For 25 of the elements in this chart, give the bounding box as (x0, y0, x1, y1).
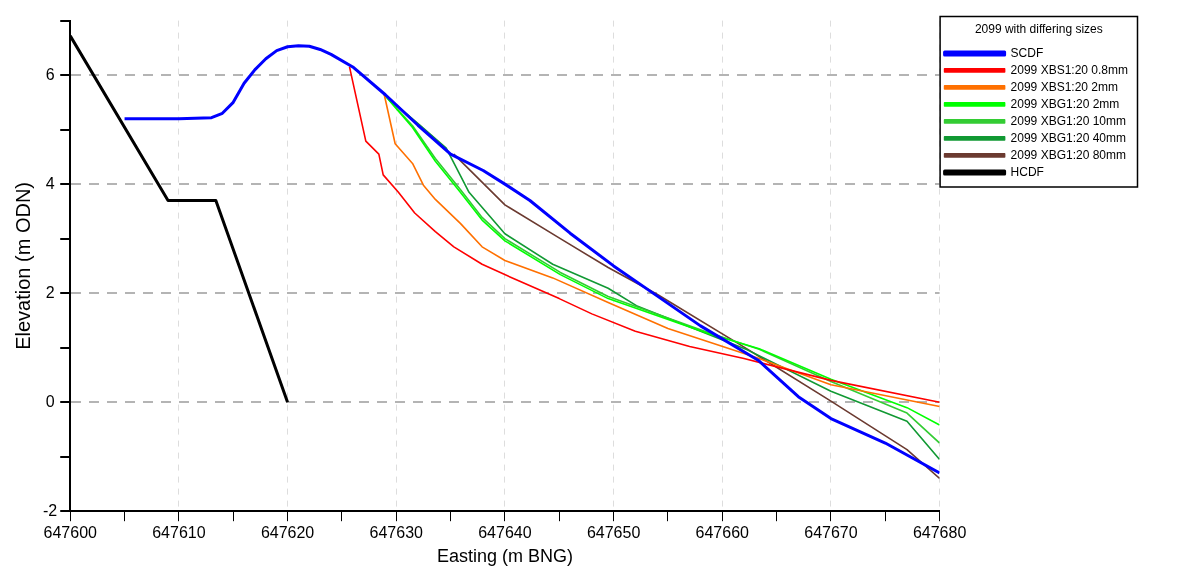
legend-label: 2099 XBG1:20 10mm (1010, 113, 1126, 128)
x-tick-label: 647610 (152, 524, 206, 542)
x-tick-label: 647630 (369, 524, 424, 542)
y-tick-label: 4 (45, 174, 55, 192)
legend-label: 2099 XBS1:20 2mm (1010, 79, 1118, 94)
y-axis-title: Elevation (m ODN) (11, 181, 34, 350)
legend-label: 2099 XBS1:20 0.8mm (1010, 62, 1128, 77)
y-tick-label: -2 (43, 501, 58, 519)
y-tick-label: 0 (45, 392, 55, 410)
legend-label: HCDF (1010, 164, 1044, 179)
y-tick-label: 6 (45, 65, 55, 83)
legend-label: SCDF (1010, 45, 1044, 60)
x-tick-label: 647650 (586, 524, 641, 542)
legend-title: 2099 with differing sizes (974, 22, 1103, 37)
x-tick-label: 647620 (260, 524, 315, 542)
x-axis-title: Easting (m BNG) (436, 546, 573, 567)
x-tick-label: 647660 (695, 524, 750, 542)
x-tick-label: 647670 (804, 524, 858, 542)
x-tick-label: 647600 (43, 524, 98, 542)
x-tick-label: 647680 (912, 524, 967, 542)
x-tick-label: 647640 (478, 524, 532, 542)
y-tick-label: 2 (45, 283, 55, 301)
legend-label: 2099 XBG1:20 2mm (1010, 96, 1120, 111)
legend-label: 2099 XBG1:20 80mm (1010, 147, 1126, 162)
legend-label: 2099 XBG1:20 40mm (1010, 130, 1126, 145)
